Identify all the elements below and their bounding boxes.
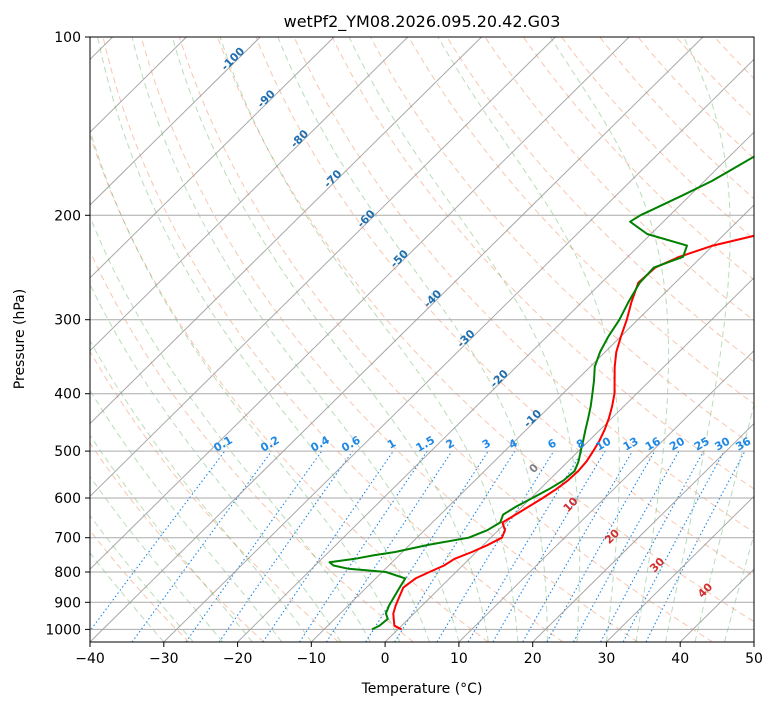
x-tick-label: 50 [745,651,763,667]
chart-title: wetPf2_YM08.2026.095.20.42.G03 [284,12,561,32]
moist-adiabat-line [437,37,620,642]
isobar-gridlines [90,37,754,630]
moist-adiabat-line [665,37,731,642]
x-tick-label: −10 [297,651,327,667]
y-tick-label: 400 [54,387,81,403]
x-tick-label: −20 [223,651,253,667]
mixing-ratio-line [325,450,453,642]
y-tick-label: 900 [54,595,81,611]
x-axis-ticks: −40 −30 −20 −10 0 10 20 30 40 50 [75,642,763,667]
mixing-ratio-line [218,450,354,642]
mixing-ratio-line [299,450,428,642]
dry-adiabat-line [178,37,713,642]
mixing-ratio-line [131,450,273,642]
mixing-ratio-line [573,450,680,642]
isotherm-line [90,37,556,498]
isotherm-line [90,37,261,206]
moist-adiabat-line [90,552,165,642]
dry-adiabat-line [408,37,754,405]
isotherm-line [90,37,630,570]
plot-frame [89,36,755,643]
isotherm-line [458,350,754,642]
x-tick-label: −30 [149,651,179,667]
isotherm-line [310,204,754,642]
moist-adiabat-line [549,37,670,642]
y-axis-ticks: 100 200 300 400 500 600 700 800 900 1000 [45,30,90,638]
dry-adiabat-line [90,250,414,642]
mixing-ratio-line [262,450,394,642]
temperature-line [392,234,754,631]
dry-adiabat-line [331,37,754,490]
x-tick-label: 20 [524,651,542,667]
x-tick-label: 30 [597,651,615,667]
isotherm-line [384,277,754,642]
dry-adiabat-line [255,37,754,578]
mixing-ratio-line [436,450,555,642]
x-tick-label: 10 [450,651,468,667]
moist-adiabat-line [97,37,430,642]
y-tick-label: 700 [54,531,81,547]
y-tick-label: 200 [54,208,81,224]
isotherm-line [237,131,754,642]
y-tick-label: 100 [54,30,81,46]
moist-adiabats [90,37,754,642]
x-tick-label: −40 [75,651,105,667]
y-axis-label: Pressure (hPa) [12,289,28,389]
dry-adiabat-line [140,37,639,642]
moist-adiabat-line [171,37,489,642]
dry-adiabat-line [370,37,754,447]
isotherm-line [90,37,482,425]
dewpoint-line [328,155,754,631]
isotherm-line [90,37,409,352]
moist-adiabat-line [90,514,194,642]
dry-adiabat-line [90,442,265,642]
moist-adiabat-line [90,128,401,642]
isotherm-line [532,422,754,642]
isotherm-line [90,37,704,642]
plot-area: -100-90-80-70-60-50-40-30-20-10 0.1 0.2 0.… [90,37,754,642]
isotherm-gridlines [90,37,754,642]
dry-adiabat-line [217,37,754,623]
temperature-profile [392,234,754,631]
mixing-ratio-line [546,450,656,642]
moist-adiabat-line [90,475,224,642]
mixing-ratio-line [394,450,516,642]
moist-adiabat-line [694,402,754,642]
moist-adiabat-line [90,434,253,642]
dry-adiabat-line [102,37,564,642]
y-tick-label: 500 [54,444,81,460]
mixing-ratio-line [600,450,705,642]
moist-adiabat-line [724,533,754,642]
isotherm-line [90,37,335,279]
moist-adiabat-line [219,37,519,642]
isotherm-line [606,495,754,642]
x-tick-label: 40 [671,651,689,667]
dry-adiabat-line [90,350,339,642]
y-tick-label: 800 [54,565,81,581]
moist-adiabat-line [90,215,371,642]
dewpoint-profile [328,155,754,631]
y-tick-label: 600 [54,491,81,507]
moist-adiabat-line [90,389,283,642]
y-tick-label: 1000 [45,622,81,638]
moist-adiabat-line [131,37,460,642]
mixing-ratio-lines [90,450,746,642]
mixing-ratio-line [185,450,323,642]
moist-adiabat-line [90,283,342,642]
x-tick-label: 0 [381,651,390,667]
x-axis-label: Temperature (°C) [361,681,483,697]
mixing-ratio-line [90,450,226,632]
moist-adiabat-line [348,37,581,642]
isotherm-line [163,58,754,642]
dry-adiabat-line [90,133,489,642]
y-tick-label: 300 [54,313,81,329]
dry-adiabats [90,37,754,642]
mixing-ratio-line [365,450,489,642]
